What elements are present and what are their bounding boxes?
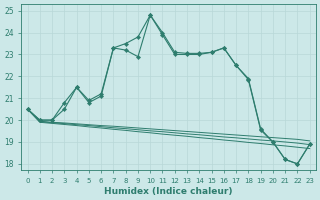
- X-axis label: Humidex (Indice chaleur): Humidex (Indice chaleur): [104, 187, 233, 196]
